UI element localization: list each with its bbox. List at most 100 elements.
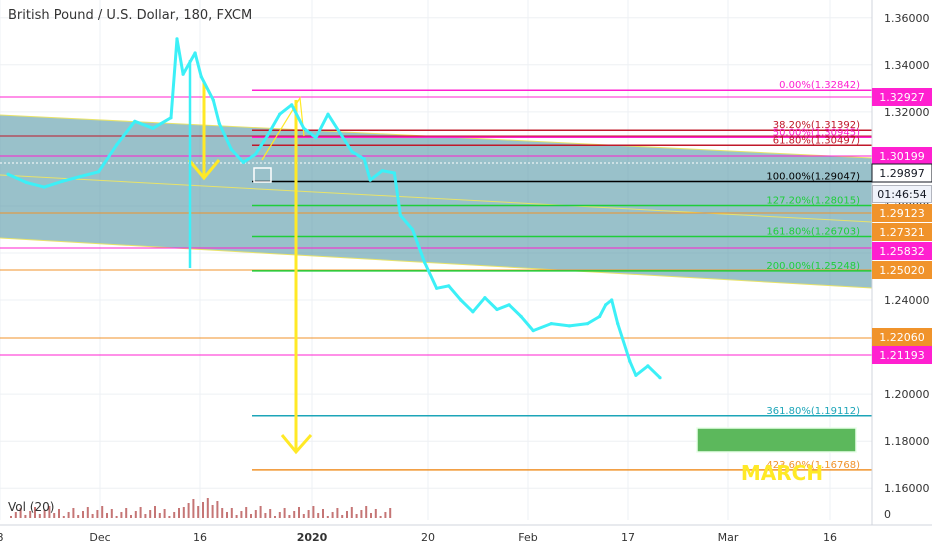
- volume-bar-56: [278, 512, 281, 518]
- price-point-45: [586, 322, 590, 326]
- arrow-2-head: [280, 434, 313, 455]
- price-label-box-8: [872, 346, 932, 364]
- march-target-box: [696, 427, 857, 453]
- price-point-38: [483, 296, 487, 300]
- price-label-box-1: [872, 147, 932, 165]
- volume-bar-59: [293, 511, 296, 518]
- price-point-52: [646, 364, 650, 368]
- y-tick-0: 1.36000: [884, 12, 930, 25]
- volume-bar-50: [250, 514, 252, 518]
- price-point-12: [193, 51, 197, 55]
- price-point-30: [392, 171, 396, 175]
- volume-bar-25: [130, 515, 132, 518]
- price-point-35: [447, 284, 451, 288]
- price-label-box-3: [872, 204, 932, 222]
- price-point-16: [229, 147, 233, 152]
- price-point-36: [459, 298, 463, 302]
- volume-bar-71: [350, 507, 353, 518]
- price-label-box-2: [871, 163, 932, 183]
- price-label-6: 1.25020: [879, 264, 925, 277]
- price-point-14: [211, 98, 215, 102]
- volume-bar-47: [235, 515, 238, 518]
- channel-fill: [0, 115, 872, 288]
- y-tick-1: 1.34000: [884, 59, 930, 72]
- volume-bar-12: [67, 512, 70, 518]
- volume-bar-9: [53, 513, 56, 518]
- price-point-15: [217, 122, 221, 126]
- price-point-8: [151, 126, 155, 130]
- volume-bar-39: [197, 506, 200, 518]
- volume-bar-28: [144, 514, 147, 518]
- price-label-3: 1.29123: [879, 207, 925, 220]
- price-point-17: [241, 160, 245, 164]
- grid: [0, 0, 872, 520]
- volume-bar-75: [370, 513, 372, 518]
- price-label-5: 1.25832: [879, 245, 925, 258]
- price-label-7: 1.22060: [879, 331, 925, 344]
- price-axis[interactable]: 1.360001.340001.320001.280001.260001.240…: [871, 0, 932, 550]
- price-label-box-6: [872, 261, 932, 279]
- x-tick-2: 16: [193, 531, 207, 544]
- volume-bar-22: [115, 516, 118, 518]
- price-point-10: [175, 37, 179, 41]
- fib-label-2: 50.00%(1.30945): [773, 127, 860, 138]
- price-point-3: [60, 179, 64, 183]
- volume-bar-29: [149, 510, 152, 518]
- volume-bar-18: [96, 510, 99, 518]
- volume-bar-15: [82, 511, 84, 518]
- volume-bar-74: [365, 506, 368, 518]
- volume-bar-73: [360, 510, 363, 518]
- price-point-39: [495, 307, 499, 312]
- price-label-1: 1.30199: [879, 150, 925, 163]
- volume-bar-57: [283, 508, 286, 518]
- y-tick-2: 1.32000: [884, 106, 930, 119]
- volume-bar-72: [355, 514, 358, 518]
- volume-bar-70: [346, 511, 348, 518]
- price-point-23: [314, 136, 318, 140]
- fib-label-5: 127.20%(1.28015): [766, 195, 860, 206]
- price-point-53: [658, 376, 662, 380]
- arrows: [187, 82, 313, 455]
- price-point-31: [398, 213, 402, 217]
- volume-bar-14: [77, 515, 80, 518]
- price-point-48: [610, 298, 614, 302]
- time-axis[interactable]: 8Dec16202020Feb17Mar16: [0, 524, 932, 550]
- price-point-49: [616, 322, 620, 326]
- trend-channel: [0, 114, 873, 289]
- volume-bar-2: [19, 508, 22, 518]
- x-tick-5: Feb: [518, 531, 537, 544]
- volume-bar-1: [14, 512, 17, 518]
- volume-bar-52: [259, 506, 262, 518]
- price-point-46: [598, 314, 602, 319]
- volume-bar-7: [43, 510, 46, 518]
- volume-bars: [10, 498, 392, 518]
- fib-levels: 0.00%(1.32842) 38.20%(1.31392)50.00%(1.30…: [0, 80, 872, 471]
- price-label-2: 1.29897: [879, 167, 925, 180]
- price-point-42: [531, 329, 535, 333]
- volume-bar-5: [34, 507, 36, 518]
- volume-bar-8: [48, 506, 51, 518]
- price-point-41: [519, 314, 523, 319]
- volume-bar-21: [110, 509, 113, 518]
- volume-bar-44: [221, 508, 224, 518]
- volume-bar-34: [173, 512, 176, 518]
- volume-bar-3: [24, 515, 27, 518]
- price-point-18: [253, 152, 258, 156]
- channel-mid-line: [0, 174, 873, 223]
- x-tick-7: Mar: [718, 531, 739, 544]
- volume-bar-64: [317, 513, 320, 518]
- volume-bar-76: [374, 509, 377, 518]
- price-label-box-0: [872, 88, 932, 106]
- y-tick-8: 1.16000: [884, 482, 930, 495]
- price-point-2: [42, 185, 46, 189]
- volume-bar-41: [206, 498, 209, 518]
- price-point-22: [302, 126, 306, 130]
- fib-label-7: 200.00%(1.25248): [766, 261, 860, 272]
- x-tick-1: Dec: [89, 531, 110, 544]
- volume-bar-35: [178, 508, 180, 518]
- volume-bar-42: [211, 505, 214, 518]
- volume-bar-51: [254, 510, 257, 518]
- price-label-0: 1.32927: [879, 91, 925, 104]
